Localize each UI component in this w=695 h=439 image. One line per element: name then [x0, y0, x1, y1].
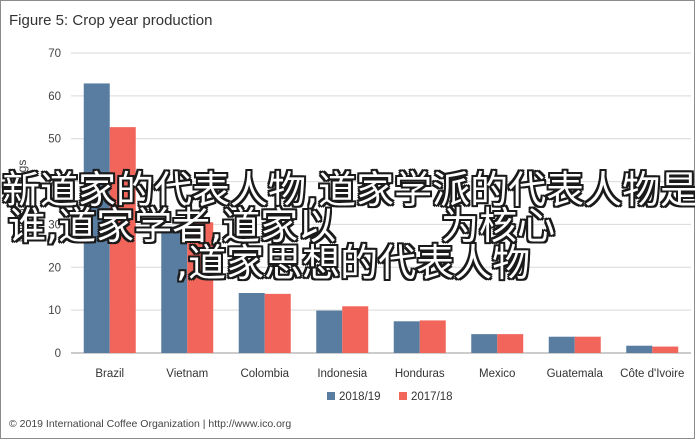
x-tick-label: Brazil [95, 368, 124, 380]
bar [652, 346, 679, 353]
bar [574, 336, 601, 353]
legend-label: 2017/18 [411, 391, 453, 403]
bar [187, 222, 214, 353]
y-tick-label: 20 [48, 262, 61, 274]
bar [264, 293, 291, 353]
chart-title: Figure 5: Crop year production [9, 12, 212, 29]
bar [161, 226, 188, 353]
x-tick-label: Honduras [395, 368, 445, 380]
x-tick-label: Indonesia [317, 368, 367, 380]
x-tick-label: Mexico [479, 368, 515, 380]
bar [342, 306, 369, 353]
y-tick-label: 50 [48, 134, 61, 146]
x-tick-labels: Brazil Vietnam Colombia Indonesia Honduras Me… [95, 368, 684, 380]
x-tick-label: Guatemala [547, 368, 604, 380]
y-tick-label: 60 [48, 91, 61, 103]
bar [393, 321, 420, 353]
bar [471, 334, 498, 353]
x-tick-label: Colombia [240, 368, 289, 380]
y-tick-label: 30 [48, 219, 61, 231]
y-tick-label: 40 [48, 177, 61, 189]
y-axis-label: Millions of bags [15, 160, 29, 243]
x-tick-label: Vietnam [166, 368, 208, 380]
bar [316, 310, 343, 353]
bars [83, 83, 679, 354]
bar [109, 127, 136, 354]
bar [548, 336, 575, 353]
bar [419, 320, 446, 353]
bar [238, 293, 265, 353]
legend: 2018/19 2017/18 [327, 391, 453, 403]
y-tick-label: 0 [55, 348, 61, 360]
legend-swatch [399, 392, 407, 400]
bar [497, 334, 524, 353]
x-tick-label: Côte d'Ivoire [620, 368, 684, 380]
y-tick-labels: 0 10 20 30 40 50 60 70 [48, 48, 61, 360]
y-tick-label: 10 [48, 305, 61, 317]
footer-credit: © 2019 International Coffee Organization… [9, 418, 291, 430]
y-tick-label: 70 [48, 48, 61, 60]
bar [626, 345, 653, 353]
legend-label: 2018/19 [339, 391, 381, 403]
bar [83, 83, 110, 353]
legend-swatch [327, 392, 335, 400]
